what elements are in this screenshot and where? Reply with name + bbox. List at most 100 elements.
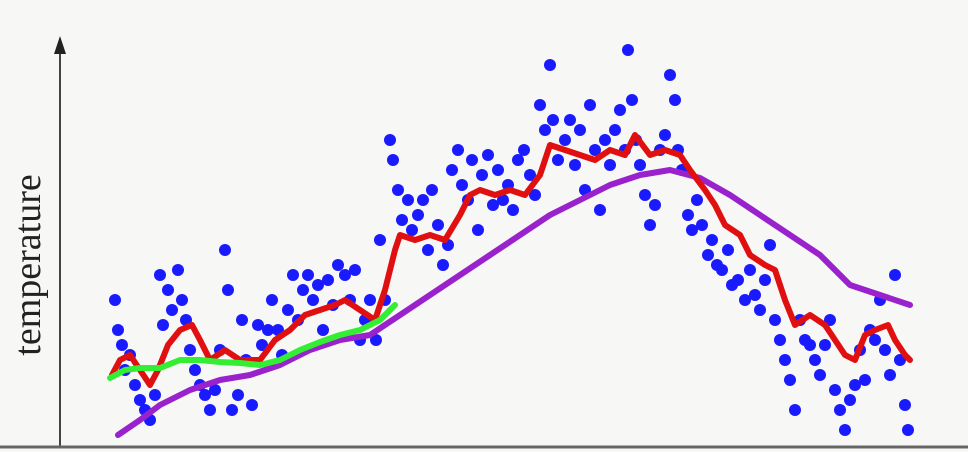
data-point	[732, 274, 744, 286]
data-point	[884, 369, 896, 381]
data-point	[446, 164, 458, 176]
y-axis-arrow	[54, 36, 66, 54]
data-point	[564, 114, 576, 126]
data-point	[622, 44, 634, 56]
data-point	[569, 159, 581, 171]
data-point	[814, 369, 826, 381]
data-point	[749, 289, 761, 301]
data-point	[899, 399, 911, 411]
data-point	[412, 209, 424, 221]
data-point	[339, 269, 351, 281]
data-point	[392, 184, 404, 196]
data-point	[659, 129, 671, 141]
data-point	[682, 209, 694, 221]
data-point	[472, 224, 484, 236]
data-point	[544, 59, 556, 71]
data-point	[129, 379, 141, 391]
data-point	[686, 224, 698, 236]
data-point	[172, 264, 184, 276]
data-point	[849, 379, 861, 391]
data-point	[396, 214, 408, 226]
data-point	[609, 124, 621, 136]
trend-line	[107, 302, 398, 381]
data-point	[599, 134, 611, 146]
data-point	[497, 194, 509, 206]
data-point	[236, 314, 248, 326]
data-point	[157, 319, 169, 331]
data-point	[116, 339, 128, 351]
data-point	[691, 194, 703, 206]
data-point	[774, 334, 786, 346]
data-point	[594, 204, 606, 216]
data-point	[180, 314, 192, 326]
data-point	[754, 304, 766, 316]
data-point	[456, 179, 468, 191]
data-point	[437, 259, 449, 271]
trend-line	[115, 167, 913, 438]
data-point	[349, 264, 361, 276]
data-point	[364, 294, 376, 306]
data-point	[744, 264, 756, 276]
trend-line	[109, 132, 913, 388]
data-point	[639, 189, 651, 201]
data-point	[769, 314, 781, 326]
data-point	[644, 219, 656, 231]
data-point	[589, 144, 601, 156]
y-axis-label: temperature	[7, 174, 49, 355]
data-point	[844, 394, 856, 406]
data-point	[302, 269, 314, 281]
data-point	[246, 399, 258, 411]
data-point	[669, 94, 681, 106]
data-point	[476, 169, 488, 181]
data-point	[154, 269, 166, 281]
data-point	[112, 324, 124, 336]
data-point	[226, 404, 238, 416]
data-point	[512, 154, 524, 166]
data-point	[869, 334, 881, 346]
data-point	[262, 324, 274, 336]
data-point	[134, 394, 146, 406]
data-point	[282, 304, 294, 316]
data-point	[452, 144, 464, 156]
data-point	[552, 154, 564, 166]
data-point	[482, 149, 494, 161]
data-point	[649, 199, 661, 211]
data-point	[466, 154, 478, 166]
data-point	[819, 339, 831, 351]
data-point	[534, 99, 546, 111]
data-point	[574, 124, 586, 136]
data-point	[387, 154, 399, 166]
data-point	[219, 244, 231, 256]
data-point	[184, 344, 196, 356]
data-point	[614, 104, 626, 116]
data-point	[256, 339, 268, 351]
data-point	[664, 69, 676, 81]
data-point	[779, 354, 791, 366]
data-point	[432, 219, 444, 231]
data-point	[764, 239, 776, 251]
data-point	[716, 264, 728, 276]
data-point	[889, 269, 901, 281]
data-point	[784, 374, 796, 386]
data-point	[332, 259, 344, 271]
data-point	[149, 389, 161, 401]
data-point	[109, 294, 121, 306]
data-point	[209, 384, 221, 396]
data-point	[634, 159, 646, 171]
data-point	[297, 284, 309, 296]
data-point	[834, 404, 846, 416]
data-point	[384, 134, 396, 146]
data-point	[789, 404, 801, 416]
data-point	[879, 344, 891, 356]
data-point	[162, 284, 174, 296]
data-point	[252, 319, 264, 331]
data-point	[232, 389, 244, 401]
data-point	[176, 294, 188, 306]
data-point	[696, 219, 708, 231]
data-point	[422, 244, 434, 256]
data-point	[312, 279, 324, 291]
data-point	[426, 184, 438, 196]
data-point	[559, 134, 571, 146]
